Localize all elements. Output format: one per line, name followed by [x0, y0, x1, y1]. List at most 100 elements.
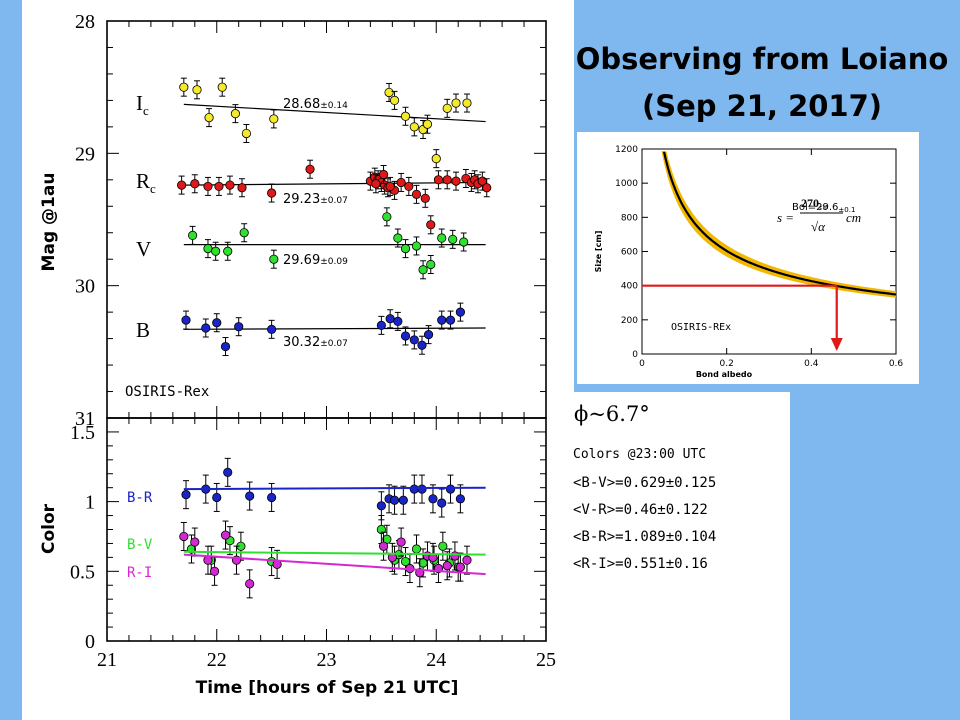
- data-point-r_c: [190, 179, 200, 189]
- data-point-i_c: [384, 87, 394, 98]
- data-point-r_c: [225, 180, 235, 190]
- color-point-b-r: [223, 467, 233, 477]
- colors-line-br: <B-R>=1.089±0.104: [573, 529, 717, 545]
- data-point-i_c: [400, 111, 411, 121]
- inset-y-tick-label: 0: [632, 350, 638, 360]
- slide-title: Observing from Loiano (Sep 21, 2017): [572, 36, 952, 130]
- series-label-v: V: [136, 237, 151, 261]
- data-point-b: [220, 341, 231, 352]
- x-tick-label: 24: [426, 649, 446, 671]
- data-point-r_c: [214, 181, 224, 192]
- color-point-b-r: [376, 501, 386, 511]
- data-point-b: [181, 315, 191, 325]
- color-point-r-i: [442, 561, 452, 571]
- fit-value-r_c: 29.23±0.07: [283, 192, 348, 207]
- data-point-r_c: [411, 189, 422, 199]
- colors-info-panel: [555, 392, 790, 720]
- data-point-b: [437, 315, 447, 325]
- data-point-b: [385, 314, 395, 324]
- fit-value-v: 29.69±0.09: [283, 253, 348, 268]
- series-label-sub: c: [150, 181, 156, 196]
- data-point-i_c: [431, 154, 441, 164]
- inset-y-tick-label: 800: [621, 213, 638, 223]
- fit-value-b: 30.32±0.07: [283, 335, 348, 350]
- color-point-b-r: [455, 494, 465, 504]
- data-point-v: [211, 246, 221, 256]
- data-point-r_c: [433, 175, 444, 185]
- mag-y-tick-label: 28: [75, 11, 95, 33]
- x-tick-label: 23: [317, 649, 337, 671]
- data-point-i_c: [241, 128, 251, 139]
- x-tick-label: 25: [536, 649, 556, 671]
- mag-y-axis-label: Mag @1au: [39, 173, 59, 272]
- data-point-r_c: [267, 188, 277, 198]
- inset-annotation: OSIRIS-REx: [671, 322, 731, 333]
- color-point-b-r: [245, 491, 255, 501]
- fit-line-b: [183, 327, 486, 330]
- series-label-b: B: [136, 318, 150, 342]
- color-point-b-r: [428, 494, 438, 504]
- color-point-b-r: [445, 484, 456, 494]
- data-point-r_c: [404, 181, 414, 192]
- color-fit-b-v: [183, 550, 486, 556]
- data-point-i_c: [409, 122, 419, 132]
- color-plot-frame: [106, 417, 547, 642]
- data-point-r_c: [482, 183, 492, 193]
- colors-line-vr: <V-R>=0.46±0.122: [573, 502, 708, 518]
- data-point-b: [417, 340, 427, 350]
- color-point-r-i: [209, 566, 220, 576]
- mag-y-tick-label: 31: [75, 408, 95, 430]
- data-point-v: [223, 246, 233, 256]
- fit-value-error: ±0.09: [320, 257, 348, 267]
- colors-line-bv: <B-V>=0.629±0.125: [573, 475, 717, 491]
- inset-y-tick-label: 400: [621, 282, 638, 292]
- formula-lhs: s =: [777, 210, 794, 225]
- data-point-v: [400, 244, 411, 254]
- color-point-b-v: [411, 544, 422, 554]
- fit-value-i_c: 28.68±0.14: [283, 97, 348, 112]
- data-point-v: [418, 265, 428, 275]
- data-point-r_c: [385, 181, 395, 192]
- x-tick-label: 22: [207, 649, 227, 671]
- data-point-r_c: [451, 176, 461, 186]
- color-y-tick-label: 0: [85, 631, 95, 653]
- inset-x-axis-label: Bond albedo: [696, 370, 753, 379]
- data-point-i_c: [230, 109, 241, 119]
- color-fit-r-i: [183, 553, 486, 576]
- data-point-v: [269, 254, 279, 264]
- color-point-b-r: [389, 495, 400, 505]
- inset-y-tick-label: 600: [621, 248, 638, 258]
- color-y-tick-label: 1.5: [70, 422, 95, 444]
- data-point-i_c: [217, 82, 227, 92]
- size-uncertainty-band: [661, 150, 896, 298]
- data-point-i_c: [204, 113, 214, 123]
- color-point-r-i: [455, 562, 465, 572]
- inset-x-tick-label: 0.2: [720, 359, 734, 369]
- color-point-b-r: [398, 495, 408, 505]
- color-point-b-v: [376, 524, 386, 535]
- color-point-r-i: [378, 541, 389, 551]
- data-point-i_c: [451, 98, 461, 108]
- data-point-i_c: [442, 103, 452, 113]
- formula-numerator-error: ±15: [819, 205, 828, 211]
- color-point-b-r: [409, 484, 419, 494]
- data-point-b: [267, 324, 277, 334]
- inset-x-tick-label: 0: [639, 359, 645, 369]
- color-point-b-v: [438, 541, 448, 551]
- data-point-b: [409, 335, 419, 345]
- color-point-r-i: [190, 537, 200, 547]
- color-series-label-b-r: B-R: [127, 490, 153, 506]
- mag-y-tick-label: 29: [75, 143, 95, 165]
- mag-plot-frame: [106, 20, 547, 419]
- color-y-tick-label: 0.5: [70, 561, 95, 583]
- fit-value-error: ±0.14: [320, 101, 348, 111]
- data-point-v: [382, 212, 392, 222]
- data-point-b: [445, 315, 456, 325]
- data-point-i_c: [192, 85, 202, 95]
- formula-denominator: √α: [811, 219, 826, 234]
- color-point-r-i: [462, 555, 472, 565]
- data-point-v: [188, 230, 198, 240]
- color-point-b-r: [181, 490, 191, 500]
- inset-bol-error: ±0.1: [838, 206, 855, 214]
